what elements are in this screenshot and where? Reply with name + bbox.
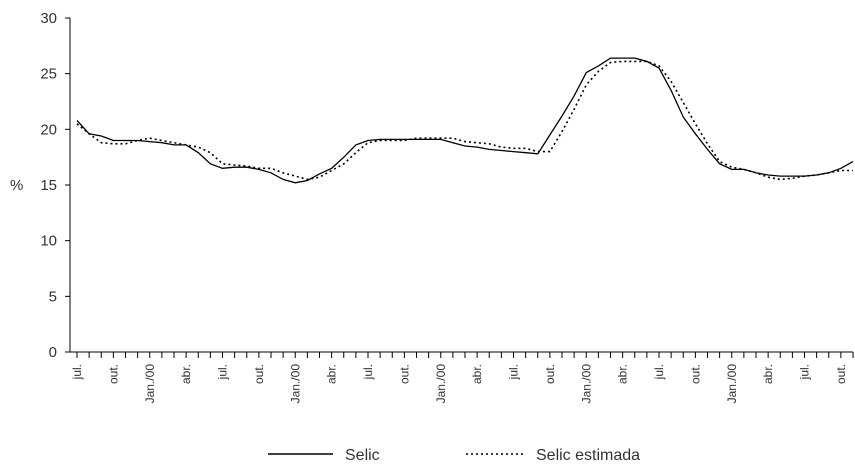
y-axis-label: % — [10, 177, 23, 194]
x-tick-label: abr. — [470, 364, 484, 384]
y-tick-label: 15 — [40, 177, 57, 194]
y-axis: 0 5 10 15 20 25 30 — [40, 10, 71, 361]
x-tick-label: out. — [688, 364, 702, 384]
x-tick-label: Jan./00 — [725, 364, 739, 404]
series-line-selic-estimada — [76, 60, 853, 181]
y-tick-label: 30 — [40, 10, 57, 27]
series-layer — [76, 57, 854, 184]
x-tick-label: out. — [543, 364, 557, 384]
x-tick-label: abr. — [325, 364, 339, 384]
y-tick-label: 0 — [49, 344, 57, 361]
legend-label-selic-estimada: Selic estimada — [536, 447, 640, 464]
x-tick-label: jul. — [70, 364, 84, 380]
x-tick-label: abr. — [761, 364, 775, 384]
x-tick-label: Jan./00 — [288, 364, 302, 404]
legend-label-selic: Selic — [345, 447, 380, 464]
y-tick-label: 5 — [49, 288, 57, 305]
x-tick-label: out. — [252, 364, 266, 384]
x-tick-label: abr. — [179, 364, 193, 384]
legend: Selic Selic estimada — [268, 447, 640, 464]
y-tick-label: 10 — [40, 233, 57, 250]
x-tick-label: Jan./00 — [579, 364, 593, 404]
x-tick-label: abr. — [616, 364, 630, 384]
y-tick-label: 20 — [40, 121, 57, 138]
x-tick-label: Jan./00 — [434, 364, 448, 404]
x-tick-label: out. — [834, 364, 848, 384]
x-tick-label: Jan./00 — [143, 364, 157, 404]
x-tick-label: out. — [397, 364, 411, 384]
x-tick-label: jul. — [216, 364, 230, 380]
x-tick-label: jul. — [798, 364, 812, 380]
x-tick-label: jul. — [361, 364, 375, 380]
x-tick-label: jul. — [507, 364, 521, 380]
series-line-selic — [76, 57, 854, 184]
x-tick-label: jul. — [652, 364, 666, 380]
y-tick-label: 25 — [40, 66, 57, 83]
x-axis: jul. out. Jan./00 abr. jul. out. Jan./00 abr. ju… — [70, 351, 854, 404]
x-tick-label: out. — [106, 364, 120, 384]
